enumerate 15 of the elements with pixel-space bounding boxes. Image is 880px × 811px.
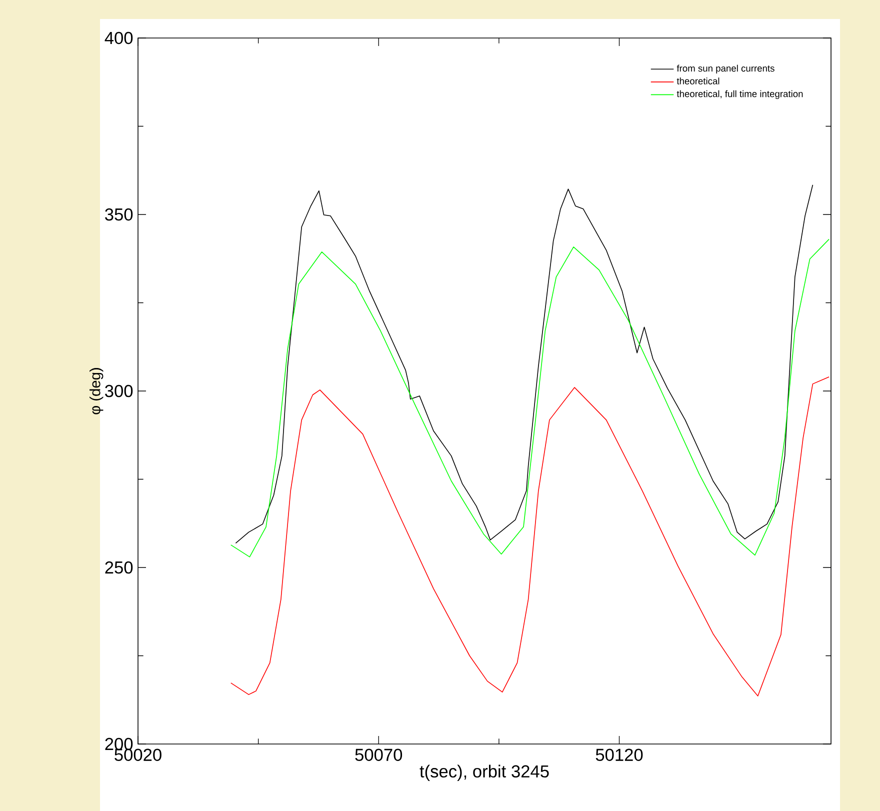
x-axis-title: t(sec), orbit 3245 bbox=[420, 764, 549, 781]
legend-label: from sun panel currents bbox=[676, 64, 774, 74]
y-tick-label: 350 bbox=[105, 208, 133, 221]
y-axis-title: φ (deg) bbox=[90, 368, 104, 414]
line-series bbox=[235, 184, 814, 544]
line-series bbox=[230, 376, 830, 696]
y-tick-label: 400 bbox=[104, 32, 133, 44]
legend-label: theoretical bbox=[676, 78, 720, 84]
x-tick-label: 50120 bbox=[596, 748, 643, 761]
y-tick-label: 250 bbox=[105, 561, 133, 574]
x-tick-label: 50020 bbox=[114, 748, 162, 761]
y-tick-label: 300 bbox=[105, 384, 133, 398]
line-series bbox=[230, 238, 830, 558]
x-tick-label: 50070 bbox=[355, 748, 402, 761]
legend-label: theoretical, full time integration bbox=[676, 90, 803, 100]
